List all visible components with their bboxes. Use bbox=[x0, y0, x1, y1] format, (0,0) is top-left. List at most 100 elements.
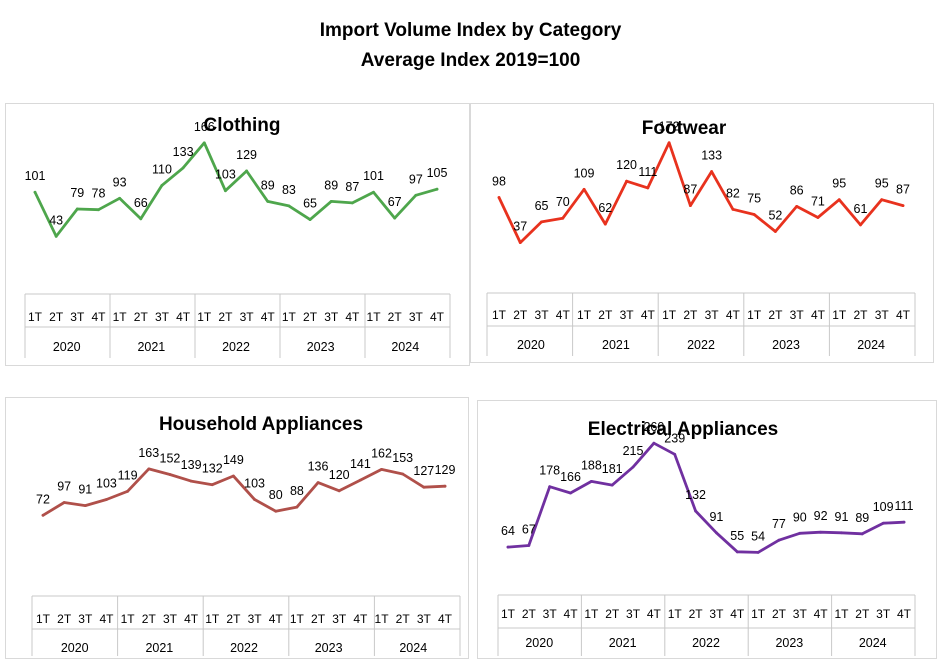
quarter-label: 4T bbox=[726, 308, 741, 322]
data-point bbox=[350, 201, 354, 205]
data-label: 120 bbox=[616, 158, 637, 172]
data-point bbox=[569, 491, 572, 495]
data-point bbox=[902, 520, 906, 524]
chart-footwear: Footwear 1T 2T 3T 4T 1T 2T 3T 4T 1T 2T 3T 4T 1T 2T 3T 4T… bbox=[486, 118, 916, 356]
data-point bbox=[673, 452, 677, 456]
data-label: 110 bbox=[152, 162, 172, 176]
quarter-label: 3T bbox=[324, 310, 339, 324]
data-point bbox=[232, 474, 235, 478]
chart-household-appliances: Household Appliances 1T 2T 3T 4T 1T 2T 3T 4T 1T 2T… bbox=[31, 414, 461, 656]
data-label: 87 bbox=[896, 183, 910, 197]
quarter-label: 2T bbox=[134, 310, 149, 324]
data-label: 65 bbox=[535, 199, 549, 213]
data-point bbox=[652, 441, 656, 445]
data-point bbox=[329, 199, 333, 203]
quarter-label: 2T bbox=[49, 310, 64, 324]
data-label: 54 bbox=[751, 529, 765, 543]
data-point bbox=[735, 550, 739, 554]
data-label: 129 bbox=[435, 463, 456, 477]
quarter-label: 3T bbox=[793, 607, 808, 621]
quarter-label: 1T bbox=[751, 607, 766, 621]
data-point bbox=[819, 530, 823, 534]
quarter-label: 2T bbox=[388, 310, 403, 324]
data-label: 89 bbox=[324, 178, 338, 192]
data-point bbox=[715, 531, 718, 535]
quarter-label: 4T bbox=[811, 308, 826, 322]
data-point bbox=[646, 186, 650, 190]
data-label: 181 bbox=[602, 462, 623, 476]
data-label: 260 bbox=[643, 420, 664, 434]
quarter-label: 2T bbox=[513, 308, 528, 322]
quarter-label: 2T bbox=[853, 308, 868, 322]
data-label: 93 bbox=[113, 175, 127, 189]
data-point bbox=[41, 513, 45, 517]
panel-clothing: Clothing 1T 2T 3T 4T 1T 2T 3T 4T 1T 2T 3T 4T 1T 2T 3T 4T… bbox=[5, 103, 470, 366]
data-point bbox=[710, 170, 714, 173]
data-point bbox=[54, 234, 58, 238]
quarter-label: 3T bbox=[620, 308, 635, 322]
quarter-label: 4T bbox=[897, 607, 912, 621]
data-point bbox=[880, 198, 884, 202]
quarter-label: 1T bbox=[205, 612, 220, 626]
data-label: 87 bbox=[683, 183, 697, 197]
data-label: 89 bbox=[855, 511, 869, 525]
quarter-label: 2T bbox=[311, 612, 326, 626]
data-point bbox=[752, 213, 756, 216]
chart-electrical-appliances: Electrical Appliances 1T 2T 3T 4T 1T 2T 3T 4T 1T 2… bbox=[497, 419, 916, 656]
quarter-label: 4T bbox=[353, 612, 368, 626]
panel-title: Footwear bbox=[642, 118, 727, 139]
data-label: 55 bbox=[730, 529, 744, 543]
data-point bbox=[527, 544, 531, 547]
quarter-label: 1T bbox=[492, 308, 507, 322]
data-point bbox=[414, 193, 418, 197]
data-label: 75 bbox=[747, 192, 761, 206]
data-label: 153 bbox=[392, 451, 413, 465]
data-label: 91 bbox=[709, 510, 723, 524]
data-point bbox=[589, 479, 593, 483]
year-label: 2022 bbox=[230, 641, 258, 655]
year-label: 2022 bbox=[222, 340, 250, 354]
data-point bbox=[625, 179, 628, 183]
panel-title: Clothing bbox=[203, 115, 280, 136]
quarter-label: 3T bbox=[705, 308, 720, 322]
data-point bbox=[401, 472, 405, 476]
data-label: 78 bbox=[92, 187, 106, 201]
quarter-label: 1T bbox=[197, 310, 212, 324]
quarter-label: 1T bbox=[290, 612, 305, 626]
quarter-label: 2T bbox=[57, 612, 72, 626]
data-point bbox=[840, 531, 843, 535]
quarter-label: 1T bbox=[28, 310, 43, 324]
data-point bbox=[253, 498, 256, 501]
data-label: 239 bbox=[664, 431, 685, 445]
quarter-label: 4T bbox=[641, 308, 656, 322]
year-label: 2024 bbox=[399, 641, 427, 655]
quarter-label: 4T bbox=[91, 310, 106, 324]
data-point bbox=[287, 204, 291, 208]
data-label: 66 bbox=[134, 196, 148, 210]
data-point bbox=[33, 190, 37, 194]
quarter-label: 1T bbox=[367, 310, 382, 324]
year-label: 2021 bbox=[145, 641, 173, 655]
data-label: 103 bbox=[96, 476, 117, 490]
quarter-label: 1T bbox=[375, 612, 390, 626]
quarter-label: 2T bbox=[598, 308, 613, 322]
data-label: 141 bbox=[350, 457, 371, 471]
data-point bbox=[83, 504, 87, 507]
quarter-label: 1T bbox=[36, 612, 51, 626]
data-label: 178 bbox=[539, 464, 560, 478]
chart-subtitle: Average Index 2019=100 bbox=[360, 50, 581, 71]
data-point bbox=[358, 478, 362, 482]
quarter-label: 4T bbox=[261, 310, 276, 324]
quarter-label: 3T bbox=[78, 612, 93, 626]
data-point bbox=[118, 196, 122, 200]
quarter-label: 2T bbox=[142, 612, 157, 626]
data-point bbox=[518, 241, 522, 245]
quarter-label: 3T bbox=[155, 310, 170, 324]
quarter-label: 4T bbox=[730, 607, 745, 621]
panel-electrical-appliances: Electrical Appliances 1T 2T 3T 4T 1T 2T 3T 4T 1T 2… bbox=[477, 400, 937, 659]
data-label: 62 bbox=[598, 201, 612, 215]
series-line-footwear bbox=[497, 141, 905, 245]
quarter-label: 1T bbox=[121, 612, 136, 626]
quarter-label: 4T bbox=[184, 612, 199, 626]
quarter-label: 1T bbox=[668, 607, 683, 621]
